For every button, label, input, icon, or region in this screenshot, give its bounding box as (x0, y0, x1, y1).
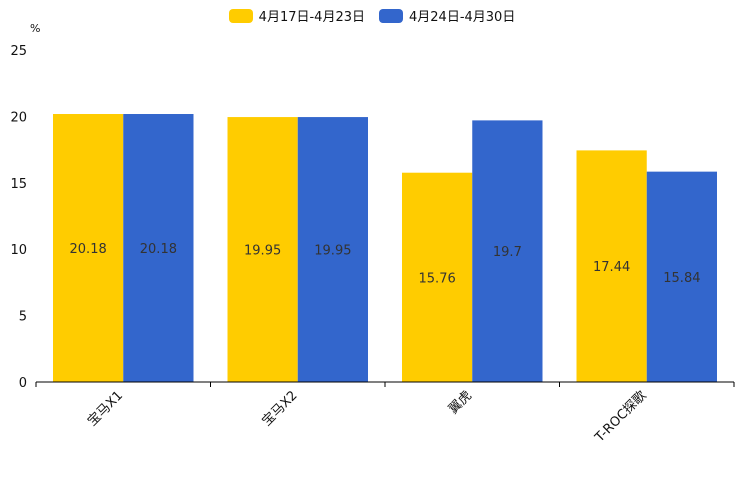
legend-item-series-2[interactable]: 4月24日-4月30日 (379, 6, 515, 25)
x-tick-label: 宝马X1 (85, 388, 126, 429)
y-tick-label: 10 (10, 243, 27, 258)
x-tick-label: T-ROC探歌 (592, 388, 650, 446)
y-tick-label: 25 (10, 44, 27, 59)
bar-series-2 (123, 114, 194, 383)
bar-series-1 (227, 117, 298, 383)
legend-swatch-series-1 (228, 8, 253, 23)
legend-label-series-2: 4月24日-4月30日 (409, 10, 516, 25)
bar-series-1 (402, 172, 473, 382)
legend-label-series-1: 4月17日-4月23日 (258, 10, 365, 25)
bar-series-2 (297, 117, 368, 383)
data-label: 19.95 (314, 244, 351, 259)
y-tick-label: 0 (19, 376, 27, 391)
legend-swatch-series-2 (379, 8, 403, 23)
y-tick-label: 15 (10, 177, 27, 192)
x-tick-label: 翼虎 (446, 388, 475, 417)
data-label: 19.95 (244, 244, 281, 259)
bar-series-2 (646, 171, 717, 382)
data-label: 20.18 (140, 242, 177, 257)
data-label: 15.84 (663, 271, 700, 286)
data-label: 19.7 (493, 245, 522, 260)
x-tick-label: 宝马X2 (259, 388, 300, 429)
data-label: 20.18 (70, 242, 107, 257)
legend-item-series-1[interactable]: 4月17日-4月23日 (228, 6, 365, 25)
bar-series-1 (576, 150, 647, 382)
y-tick-label: 5 (19, 310, 27, 325)
y-tick-label: 20 (10, 110, 27, 125)
y-axis-unit-label: % (30, 22, 41, 35)
legend: 4月17日-4月23日 4月24日-4月30日 (0, 6, 744, 25)
bar-series-2 (472, 120, 543, 382)
data-label: 15.76 (419, 271, 456, 286)
bar-series-1 (53, 114, 124, 383)
data-label: 17.44 (593, 260, 630, 275)
